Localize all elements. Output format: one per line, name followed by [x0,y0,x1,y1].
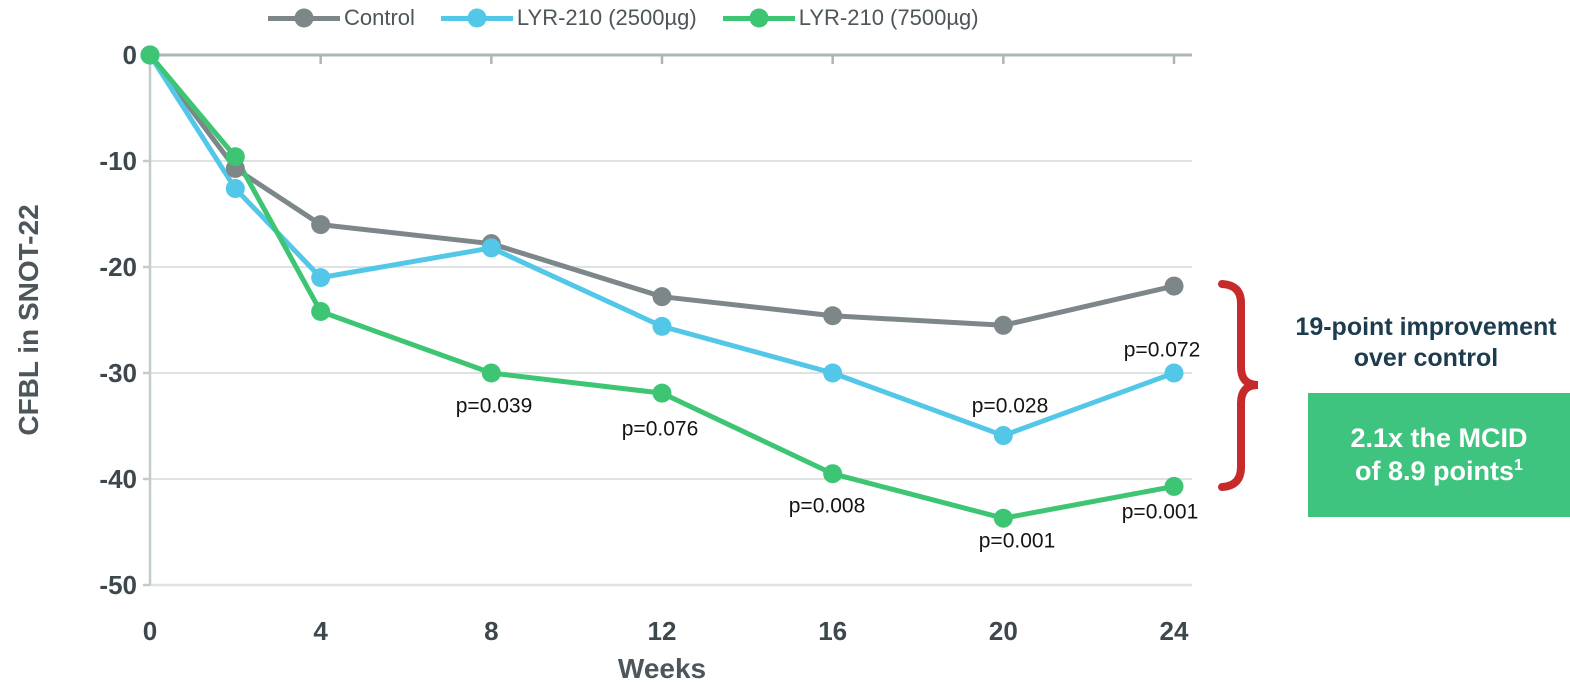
legend: Control LYR-210 (2500µg) LYR-210 (7500µg) [268,0,979,36]
p-value-label-5: p=0.028 [972,395,1049,418]
legend-item-2: LYR-210 (7500µg) [722,5,979,31]
x-tick-label-0: 0 [143,616,157,646]
mcid-superscript: 1 [1514,457,1523,474]
series-1-marker-week-8 [481,238,501,258]
p-value-label-4: p=0.001 [1122,501,1199,524]
y-tick-label--40: -40 [99,464,137,494]
x-tick-label-12: 12 [648,616,677,646]
series-line-2 [147,52,1177,521]
legend-line-marker-icon [440,8,513,28]
y-tick-label--30: -30 [99,358,137,388]
series-2-marker-week-4 [311,302,331,322]
legend-dot-icon [749,8,769,28]
series-2-marker-week-20 [993,508,1013,528]
series-1-marker-week-2 [225,179,245,199]
legend-label: LYR-210 (2500µg) [516,5,697,30]
series-1-marker-week-24 [1164,363,1184,383]
p-value-label-6: p=0.072 [1124,339,1201,362]
series-1-marker-week-4 [311,268,331,288]
mcid-callout-box: 2.1x the MCID of 8.9 points1 [1308,393,1570,517]
legend-label: LYR-210 (7500µg) [798,5,979,30]
series-0-marker-week-20 [993,315,1013,335]
legend-item-0: Control [268,5,415,31]
improvement-annotation-line2: over control [1353,344,1499,372]
legend-dot-icon [467,8,487,28]
x-tick-label-16: 16 [818,616,847,646]
series-1-marker-week-20 [993,426,1013,446]
p-value-label-2: p=0.008 [789,495,866,518]
series-2-marker-week-24 [1164,476,1184,496]
improvement-brace-icon [1218,280,1259,491]
x-axis-title: Weeks [618,653,706,684]
legend-dot-icon [294,8,314,28]
series-2-marker-week-16 [823,464,843,484]
y-axis-title: CFBL in SNOT-22 [13,204,44,435]
legend-line-marker-icon [722,8,795,28]
x-tick-label-20: 20 [989,616,1018,646]
series-line-1 [147,52,1177,439]
legend-item-1: LYR-210 (2500µg) [440,5,697,31]
series-1-marker-week-12 [652,316,672,336]
series-2-marker-week-8 [481,363,501,383]
series-0-marker-week-12 [652,287,672,307]
legend-line-marker-icon [268,8,340,28]
x-tick-label-24: 24 [1160,616,1189,646]
y-tick-label--10: -10 [99,146,137,176]
series-0-marker-week-24 [1164,276,1184,296]
p-value-label-3: p=0.001 [979,530,1056,553]
series-2-marker-week-12 [652,383,672,403]
y-tick-label--20: -20 [99,252,137,282]
series-0-marker-week-16 [823,306,843,326]
p-value-label-1: p=0.076 [622,418,699,441]
x-tick-label-8: 8 [484,616,498,646]
y-tick-label--50: -50 [99,570,137,600]
series-1-marker-week-16 [823,363,843,383]
series-2-marker-week-0 [140,45,160,65]
mcid-line2: of 8.9 points1 [1355,456,1523,486]
series-0-marker-week-4 [311,215,331,235]
improvement-annotation: 19-point improvement over control [1280,312,1570,374]
improvement-annotation-line1: 19-point improvement [1295,313,1557,341]
p-value-label-0: p=0.039 [456,395,533,418]
mcid-line1: 2.1x the MCID [1350,423,1528,453]
legend-label: Control [344,5,415,30]
series-2-marker-week-2 [225,147,245,167]
y-tick-label-0: 0 [123,40,137,70]
x-tick-label-4: 4 [313,616,328,646]
